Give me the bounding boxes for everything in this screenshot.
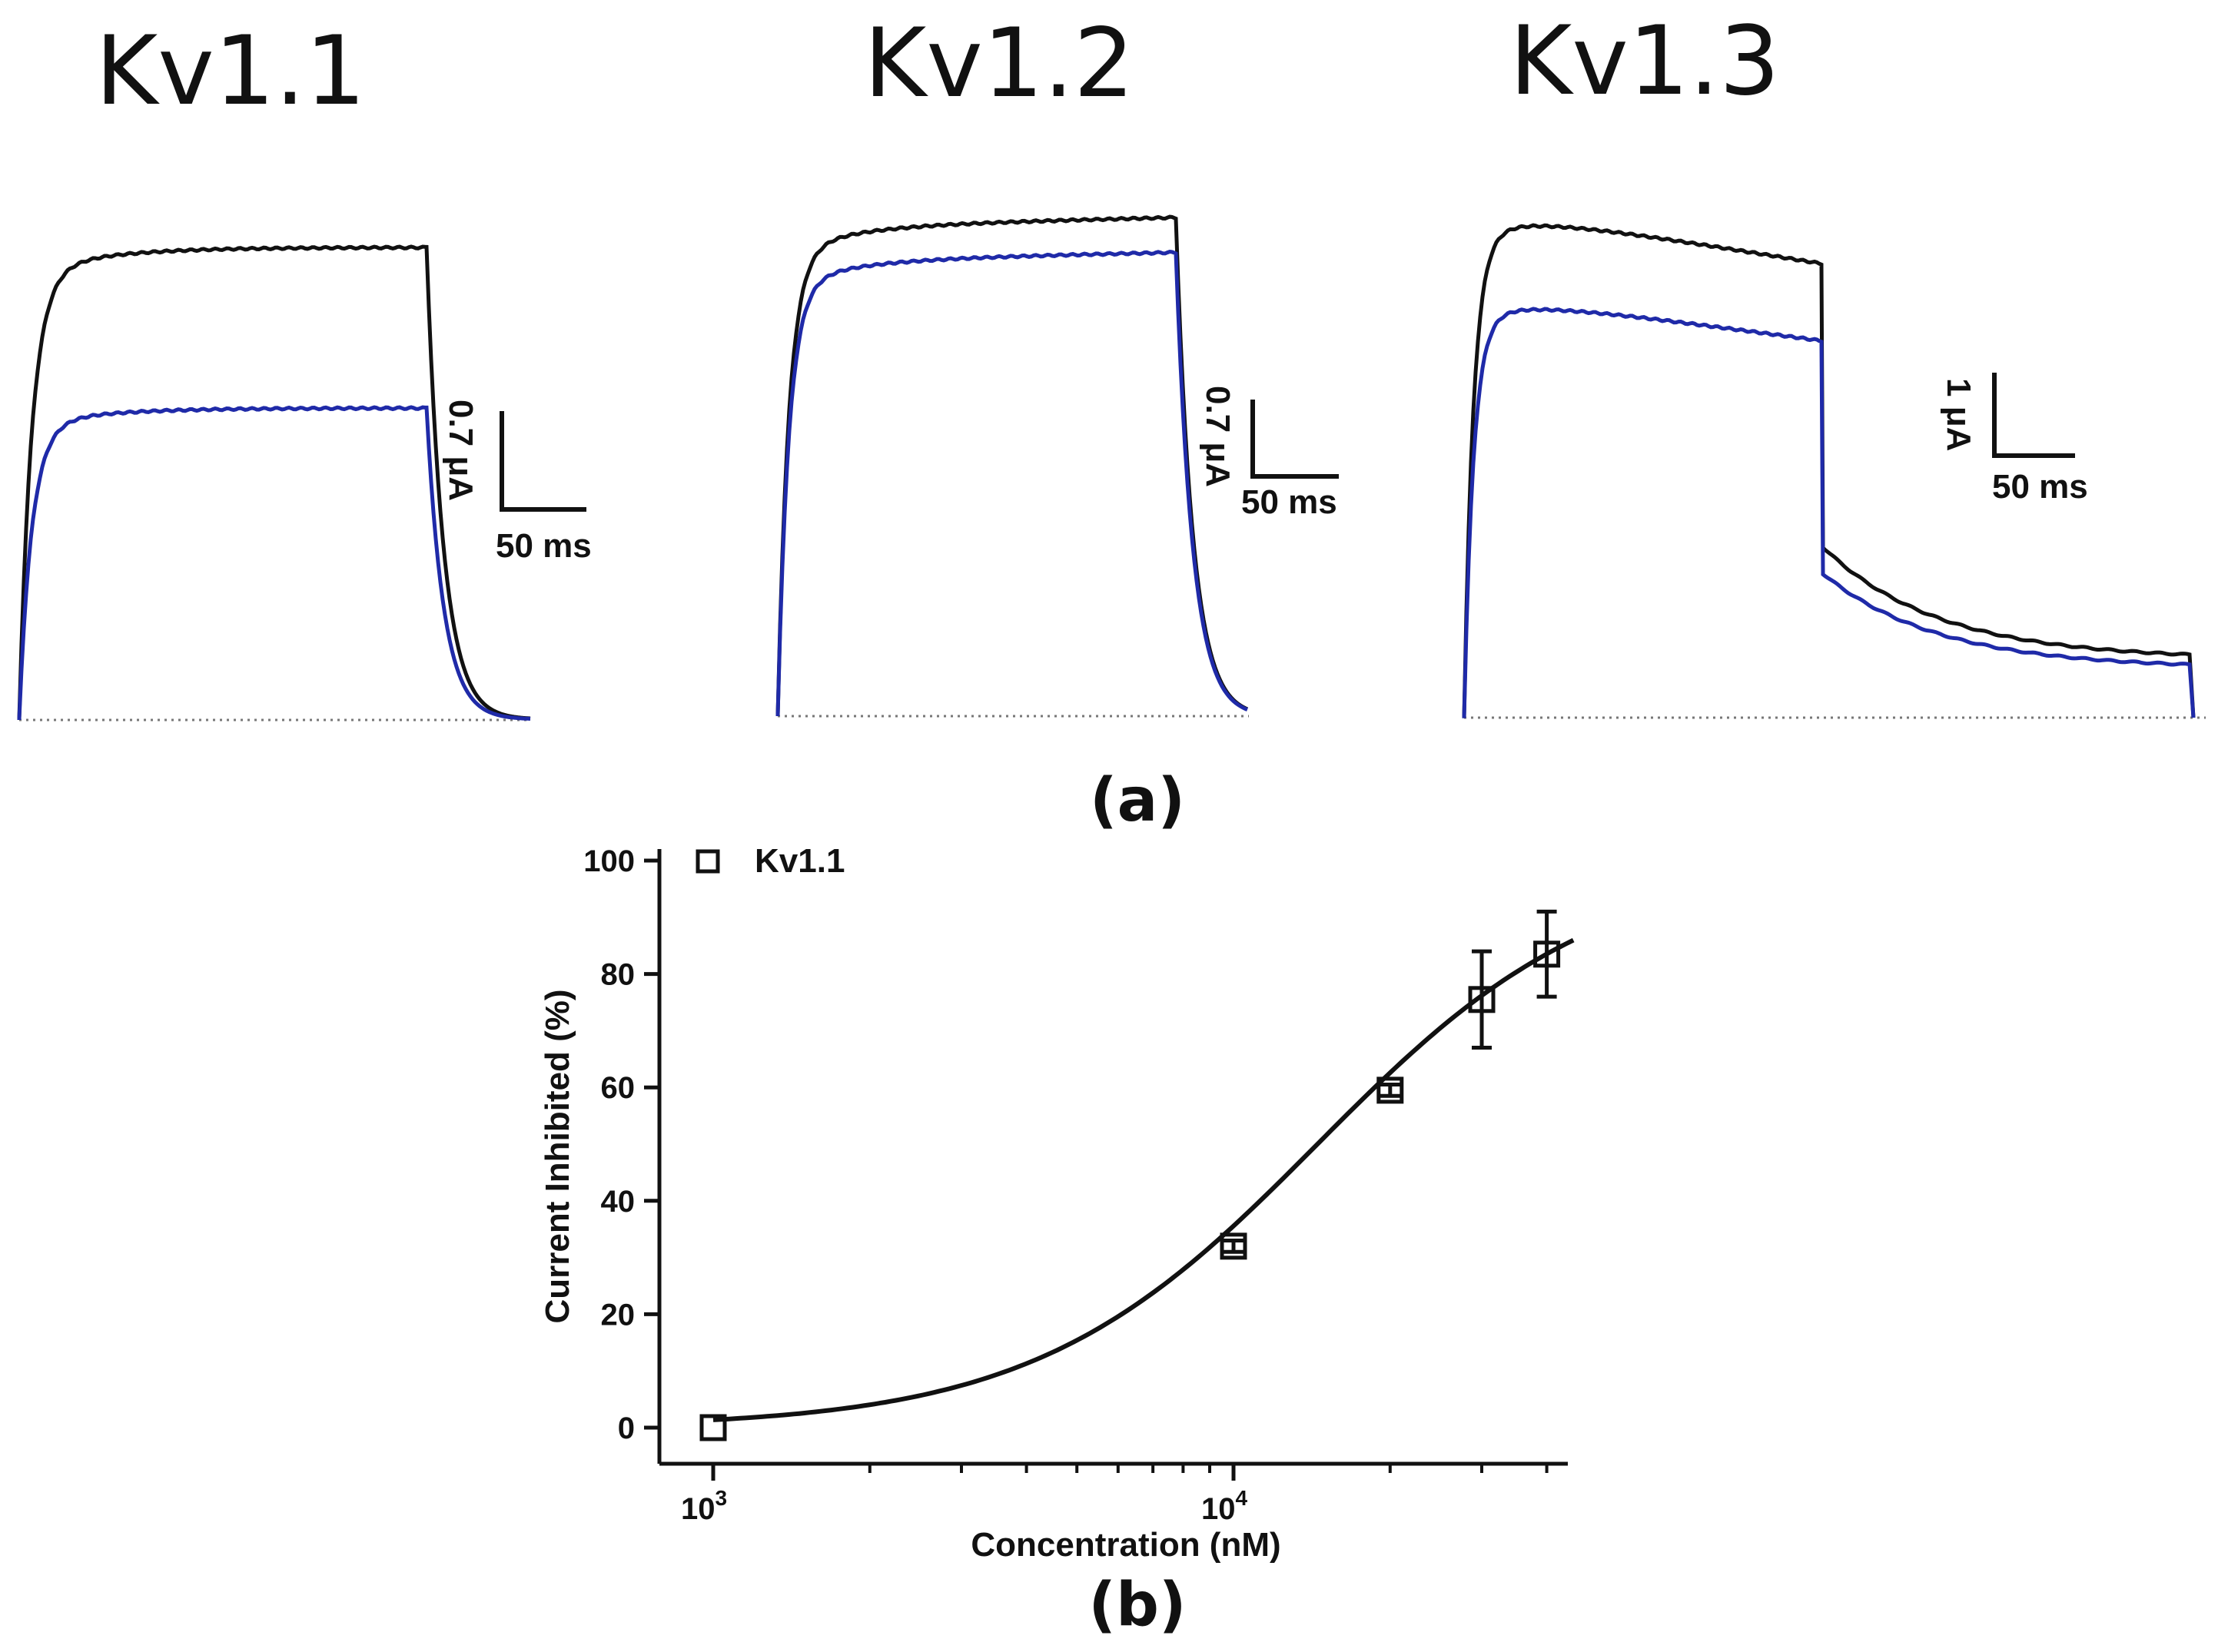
scale-time-kv12: 50 ms [1241,483,1337,521]
scale-time-kv13: 50 ms [1992,468,2088,506]
scale-current-kv13: 1 μA [1940,378,1977,451]
scale-current-kv11: 0.7 μA [442,400,480,501]
y-axis-label: Current Inhibited (%) [539,989,576,1323]
y-ticks: 0 20 40 60 80 100 [583,844,659,1445]
data-point [1376,1076,1404,1104]
trace-panel-kv11: 0.7 μA 50 ms [17,244,592,722]
treated-trace-kv11 [17,405,531,721]
y-tick-label: 80 [601,958,636,992]
trace-title-kv12: Kv1.2 [864,8,1134,119]
error-bar [1472,949,1493,1050]
x-ticks: 103 104 [681,1464,1549,1526]
scale-bar-kv13 [1992,373,2075,458]
trace-panel-kv12: 0.7 μA 50 ms [775,214,1339,718]
treated-trace-kv12 [775,249,1248,716]
trace-panel-kv13: 1 μA 50 ms [1462,223,2206,719]
scale-time-kv11: 50 ms [496,527,592,565]
y-tick-label: 20 [601,1298,636,1332]
control-trace-kv12 [775,214,1249,716]
legend-label: Kv1.1 [755,842,845,880]
legend-marker [696,849,720,874]
data-points [699,940,1561,1441]
y-tick-label: 100 [583,844,635,878]
y-tick-label: 40 [601,1185,636,1219]
error-bars [1224,909,1557,1254]
trace-title-kv11: Kv1.1 [95,16,366,127]
scale-bar-kv12 [1250,400,1339,479]
panel-label-b: (b) [1088,1571,1186,1640]
y-tick-label: 60 [601,1071,636,1105]
x-axis-label: Concentration (nM) [971,1526,1280,1564]
treated-trace-kv13 [1462,307,2196,718]
y-tick-label: 0 [618,1411,635,1445]
trace-title-kv13: Kv1.3 [1509,6,1780,117]
x-tick-label: 103 [681,1486,727,1526]
data-point [1220,1232,1247,1260]
panel-label-a: (a) [1090,766,1185,835]
fit-curve [712,937,1575,1422]
x-tick-label: 104 [1201,1486,1248,1526]
scale-bar-kv11 [500,411,586,512]
error-bar [1224,1238,1243,1254]
data-point [699,1414,727,1441]
data-point [1533,940,1561,968]
control-trace-kv13 [1462,223,2196,718]
scale-current-kv12: 0.7 μA [1199,386,1237,487]
dose-response-chart: 0 20 40 60 80 100 103 104 Kv1.1 Current Inhibi… [539,842,1575,1564]
control-trace-kv11 [17,244,531,721]
error-bar [1536,909,1557,999]
error-bar [1380,1083,1400,1098]
data-point [1468,986,1496,1013]
